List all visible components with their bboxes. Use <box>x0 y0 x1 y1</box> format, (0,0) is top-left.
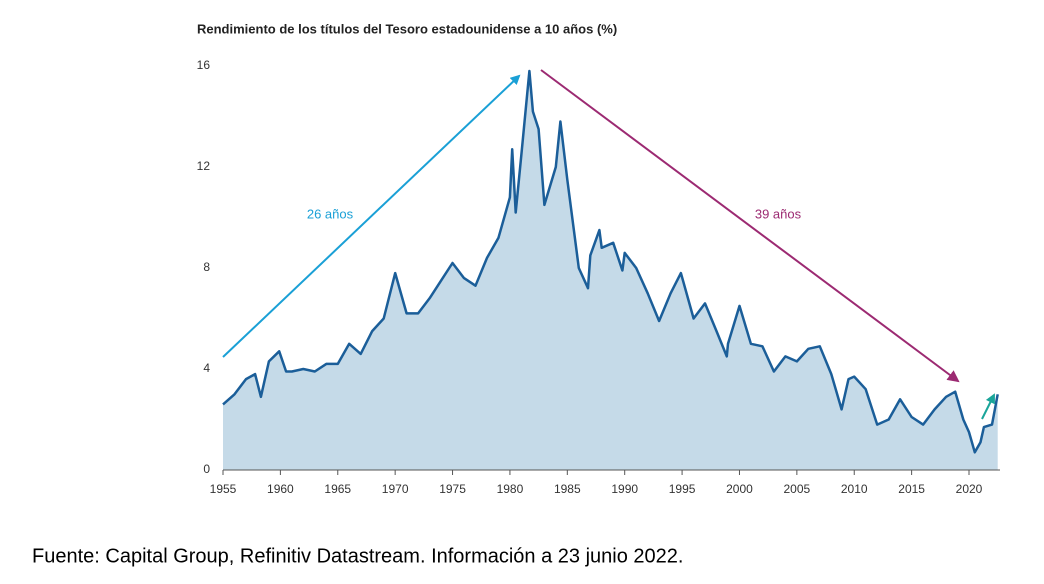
y-tick-label: 0 <box>203 462 210 476</box>
y-tick-label: 12 <box>197 159 211 173</box>
annotation: 39 años <box>755 206 802 221</box>
x-tick-label: 1960 <box>267 482 294 496</box>
x-tick-label: 1955 <box>210 482 237 496</box>
arrow-recent <box>981 393 995 420</box>
area-fill <box>223 71 998 470</box>
x-tick-label: 1990 <box>611 482 638 496</box>
x-tick-label: 1965 <box>324 482 351 496</box>
arrow-fall <box>540 69 960 383</box>
source-note: Fuente: Capital Group, Refinitiv Datastr… <box>32 545 683 567</box>
x-tick-label: 1980 <box>497 482 524 496</box>
x-tick-label: 2010 <box>841 482 868 496</box>
y-tick-label: 8 <box>203 260 210 274</box>
arrow-rise <box>222 74 521 358</box>
x-tick-label: 1995 <box>669 482 696 496</box>
plot-area: 0 4 8 12 16 1955 1960 1965 1970 1975 1980 1985 1990 1… <box>197 58 1000 496</box>
x-tick-label: 2005 <box>784 482 811 496</box>
x-tick-label: 1970 <box>382 482 409 496</box>
line <box>222 69 999 454</box>
x-tick-label: 1985 <box>554 482 581 496</box>
x-tick-label: 2000 <box>726 482 753 496</box>
annotation: 26 años <box>307 206 354 221</box>
chart-title: Rendimiento de los títulos del Tesoro es… <box>197 21 617 36</box>
y-tick-label: 16 <box>197 58 211 72</box>
x-tick-label: 2015 <box>898 482 925 496</box>
x-tick-label: 1975 <box>439 482 466 496</box>
y-tick-label: 4 <box>203 361 210 375</box>
x-tick-label: 2020 <box>956 482 983 496</box>
